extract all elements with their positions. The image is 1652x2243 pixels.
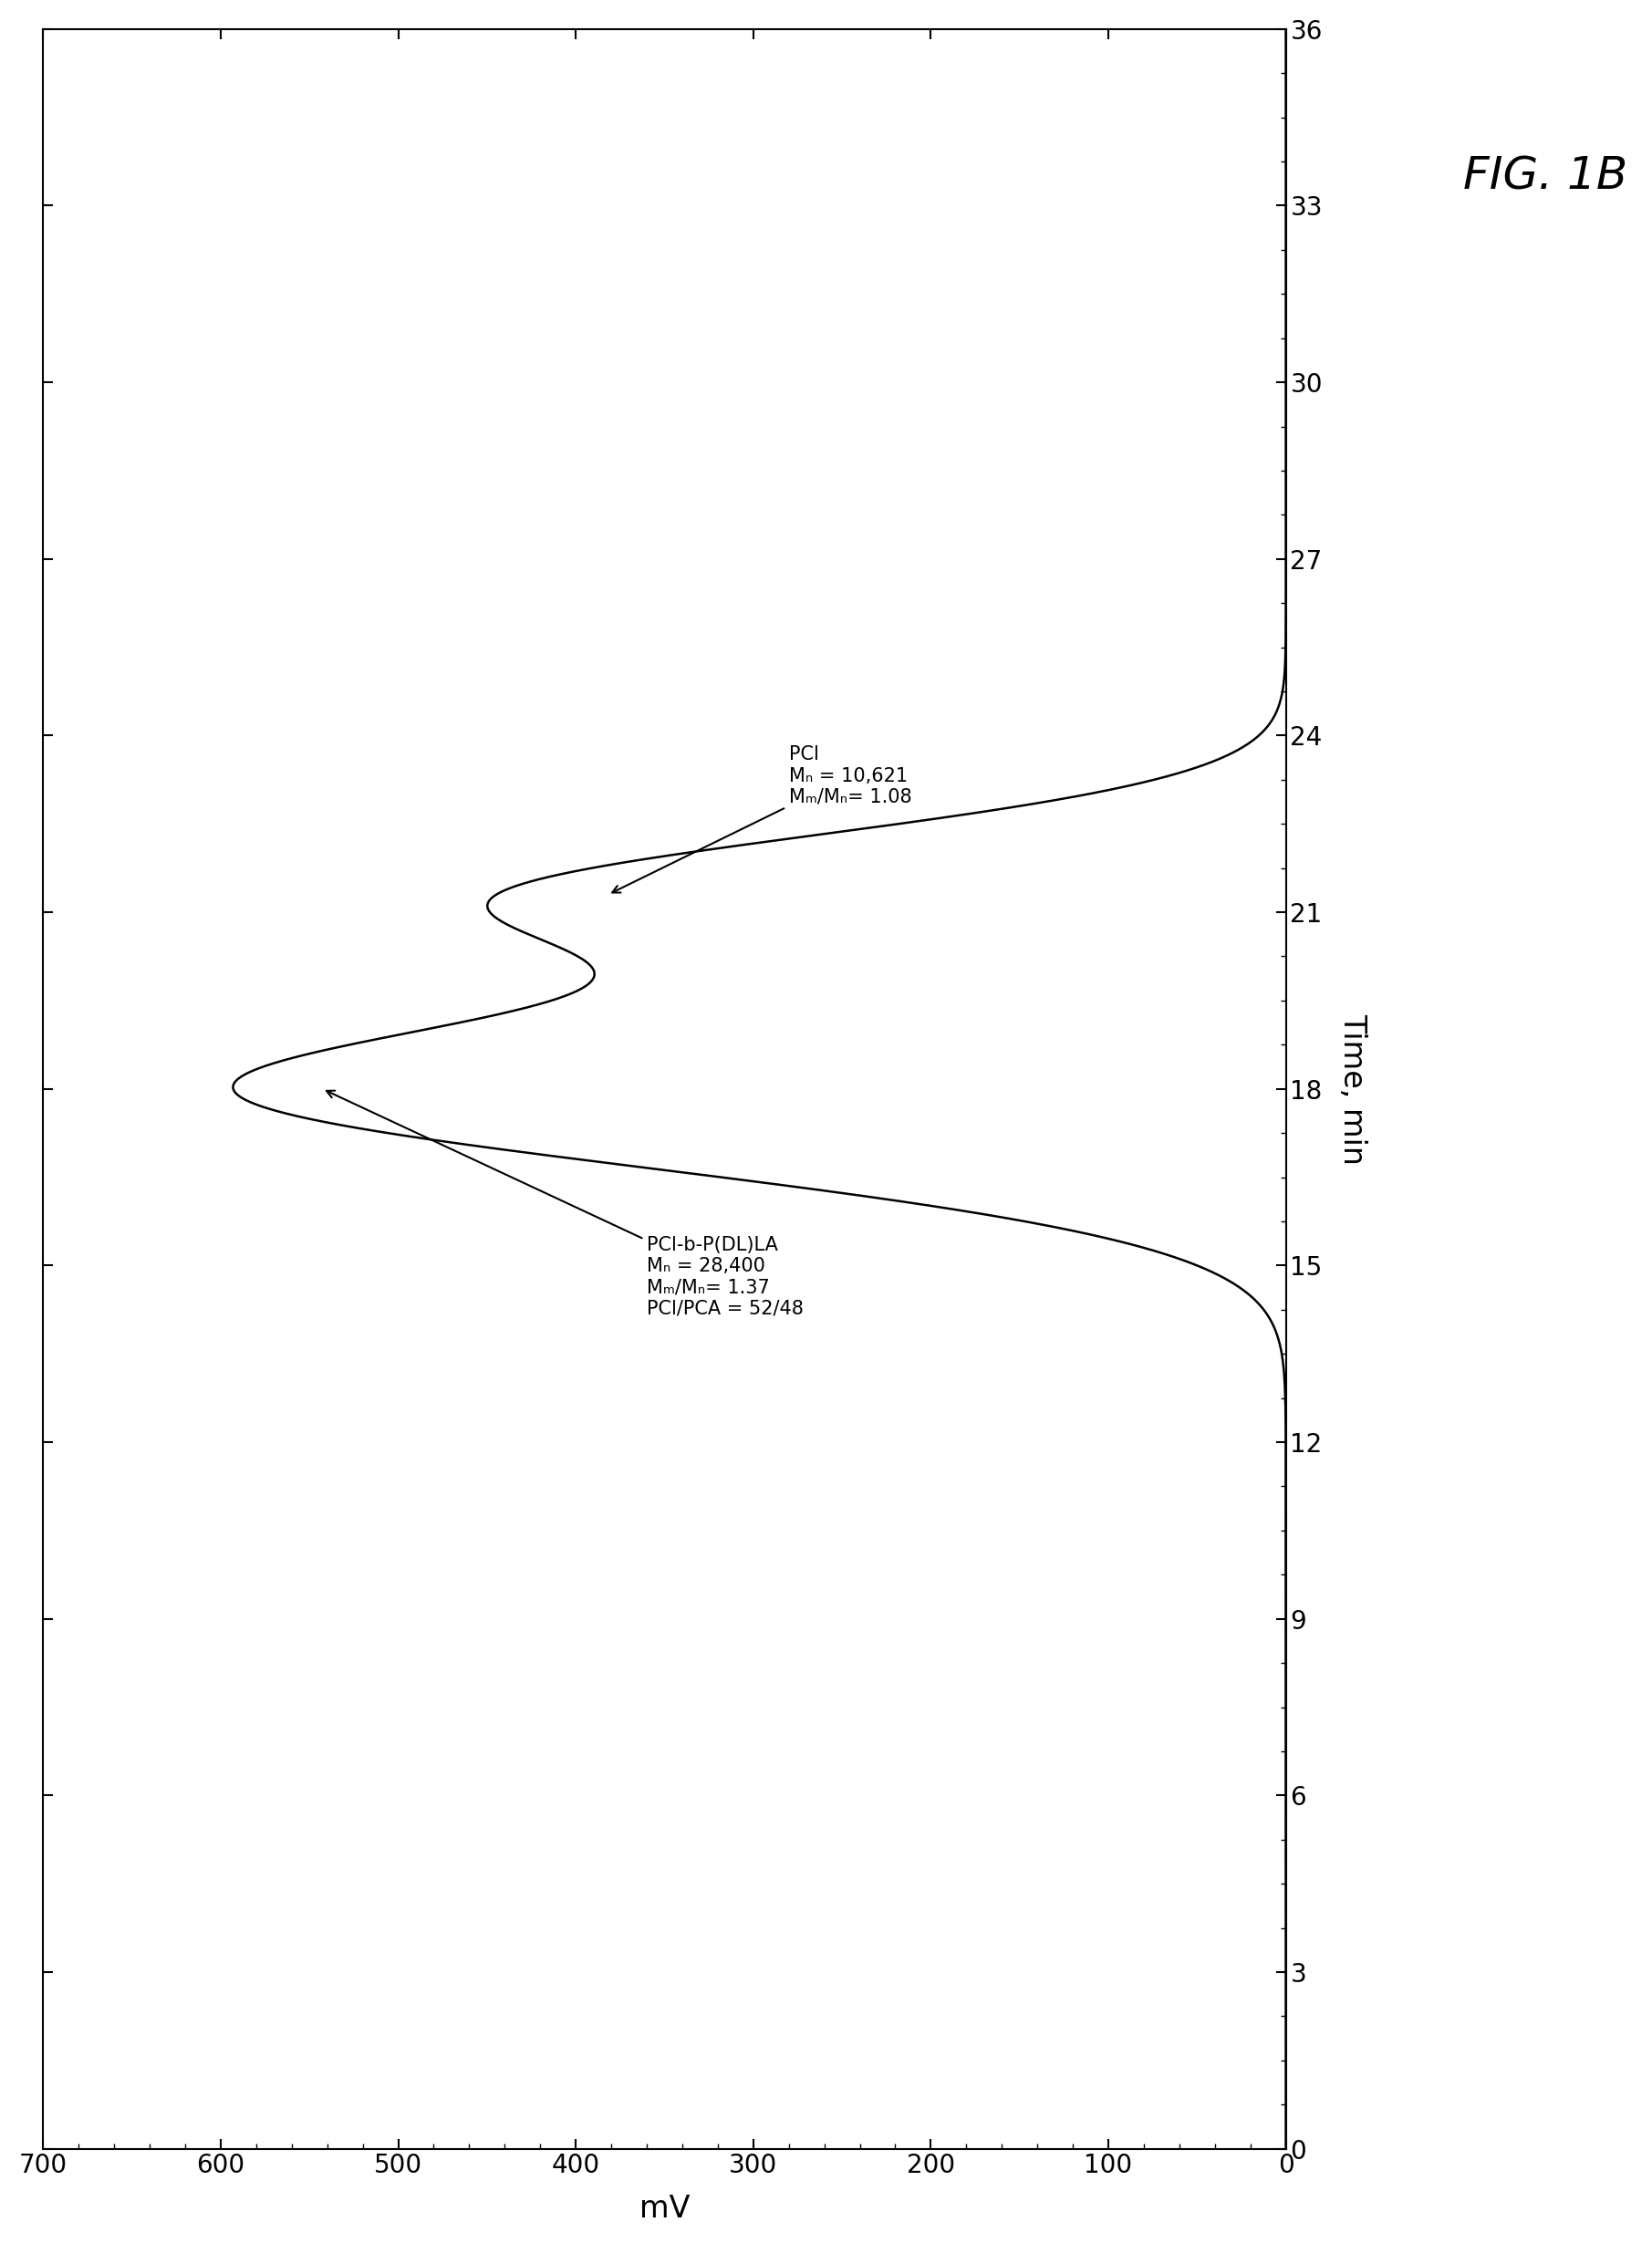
Text: FIG. 1B: FIG. 1B xyxy=(1464,155,1627,197)
X-axis label: mV: mV xyxy=(639,2194,691,2225)
Text: PCl
Mₙ = 10,621
Mₘ/Mₙ= 1.08: PCl Mₙ = 10,621 Mₘ/Mₙ= 1.08 xyxy=(613,745,912,893)
Text: PCl-b-P(DL)LA
Mₙ = 28,400
Mₘ/Mₙ= 1.37
PCl/PCA = 52/48: PCl-b-P(DL)LA Mₙ = 28,400 Mₘ/Mₙ= 1.37 PC… xyxy=(327,1090,803,1319)
Y-axis label: Time, min: Time, min xyxy=(1338,1014,1368,1164)
